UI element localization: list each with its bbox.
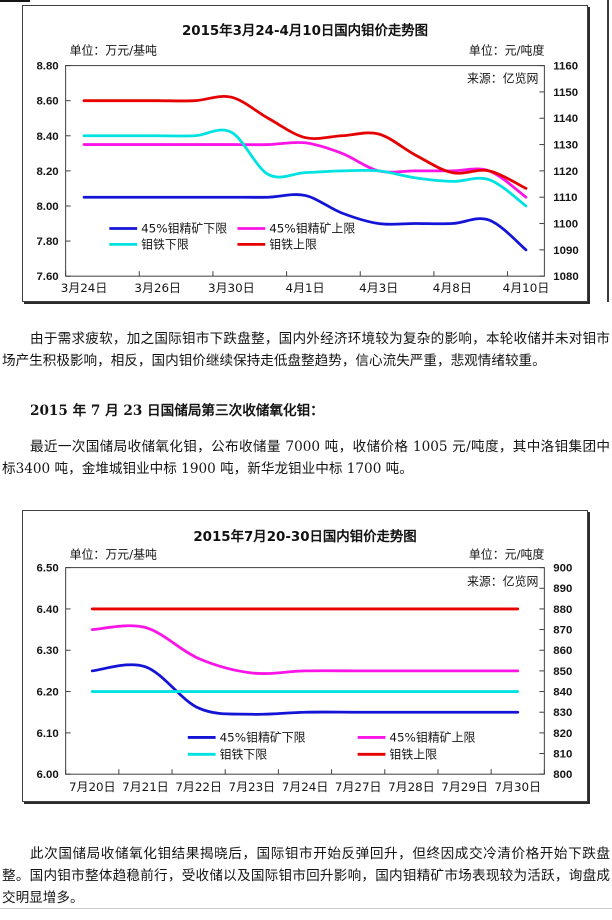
chart-title: 2015年7月20-30日国内钼价走势图: [193, 528, 416, 545]
y-axis-left-tick-label: 8.20: [36, 166, 58, 178]
y-axis-right-tick-label: 870: [553, 625, 572, 637]
unit-label-right: 单位：元/吨度: [469, 44, 545, 58]
y-axis-right-tick-label: 1100: [553, 218, 578, 230]
x-axis-tick-label: 7月23日: [229, 780, 276, 794]
x-axis-tick-label: 7月21日: [122, 780, 169, 794]
paragraph-commentary-market: 此次国储局收储氧化钼结果揭晓后，国际钼市开始反弹回升，但终因成交冷清价格开始下跌…: [2, 846, 610, 906]
x-axis-tick-label: 3月26日: [134, 281, 181, 295]
y-axis-right-tick-label: 890: [553, 583, 572, 595]
y-axis-right-tick-label: 800: [553, 769, 572, 781]
y-axis-right-tick-label: 840: [553, 687, 572, 699]
chart-title: 2015年3月24-4月10日国内钼价走势图: [182, 22, 428, 39]
y-axis-right-tick-label: 1110: [553, 192, 577, 204]
legend-label-2: 钼铁下限: [220, 747, 268, 761]
legend-label-2: 钼铁下限: [141, 237, 189, 251]
series-lines: [90, 607, 520, 716]
y-axis-right-tick-label: 880: [553, 604, 572, 616]
y-axis-left-tick-label: 6.10: [36, 728, 58, 740]
page-edge-artifact-top: [0, 0, 30, 2]
axes: 8.80 8.60 8.40 8.20 8.00 7.80 7.60 1160 1150 1140…: [36, 61, 578, 295]
axes: 6.50 6.40 6.30 6.20 6.10 6.00 900 890 880 870 860 8…: [36, 563, 572, 794]
series-line-3: [82, 95, 528, 190]
chart-july-price-trend: 2015年7月20-30日国内钼价走势图单位：万元/基吨 单位：元/吨度 来源：亿览…: [22, 510, 588, 802]
paragraph-commentary-stockpile: 由于需求疲软，加之国际钼市下跌盘整，国内外经济环境较为复杂的影响，本轮收储并未对…: [2, 331, 610, 369]
legend-label-0: 45%钼精矿下限: [220, 730, 306, 744]
y-axis-right-tick-label: 1080: [553, 271, 578, 283]
x-axis-tick-label: 3月30日: [208, 281, 255, 295]
y-axis-right-tick-label: 1130: [553, 140, 578, 152]
chart-march-april-price-trend: 2015年3月24-4月10日国内钼价走势图单位：万元/基吨 单位：元/吨度 来源：…: [22, 5, 588, 302]
x-axis-tick-label: 7月29日: [441, 780, 488, 794]
y-axis-right-tick-label: 810: [553, 749, 572, 761]
y-axis-left-tick-label: 7.60: [36, 271, 58, 283]
x-axis-tick-label: 7月27日: [335, 780, 382, 794]
y-axis-left-tick-label: 8.00: [36, 201, 58, 213]
y-axis-right-tick-label: 820: [553, 728, 572, 740]
x-axis-tick-label: 7月24日: [282, 780, 329, 794]
y-axis-left-tick-label: 8.40: [36, 131, 58, 143]
x-axis-tick-label: 7月22日: [175, 780, 222, 794]
heading-third-stockpile: 2015 年 7 月 23 日国储局第三次收储氧化钼：: [30, 403, 324, 419]
legend-label-1: 45%钼精矿上限: [269, 221, 355, 235]
legend-label-3: 钼铁上限: [389, 747, 437, 761]
unit-label-left: 单位：万元/基吨: [70, 548, 157, 562]
unit-label-right: 单位：元/吨度: [469, 548, 545, 562]
source-label: 来源：亿览网: [467, 574, 538, 588]
y-axis-left-tick-label: 7.80: [36, 236, 58, 248]
y-axis-right-tick-label: 1160: [553, 61, 578, 73]
legend-label-3: 钼铁上限: [269, 237, 317, 251]
y-axis-right-tick-label: 1150: [553, 87, 578, 99]
y-axis-left-tick-label: 8.80: [36, 61, 58, 73]
series-line-2: [82, 128, 528, 208]
y-axis-right-tick-label: 900: [553, 563, 572, 575]
x-axis-tick-label: 4月1日: [286, 281, 325, 295]
legend-label-0: 45%钼精矿下限: [141, 221, 227, 235]
series-line-0: [82, 193, 528, 252]
y-axis-right-tick-label: 1140: [553, 113, 578, 125]
y-axis-left-tick-label: 6.20: [36, 687, 58, 699]
y-axis-left-tick-label: 6.50: [36, 563, 58, 575]
paragraph-stockpile-details: 最近一次国储局收储氧化钼，公布收储量 7000 吨，收储价格 1005 元/吨度…: [2, 439, 610, 477]
y-axis-left-tick-label: 8.60: [36, 96, 58, 108]
page-edge-artifact-bottom: [0, 908, 612, 909]
x-axis-tick-label: 4月8日: [433, 281, 472, 295]
y-axis-left-tick-label: 6.00: [36, 769, 58, 781]
legend-label-1: 45%钼精矿上限: [389, 730, 475, 744]
y-axis-right-tick-label: 850: [553, 666, 572, 678]
series-line-1: [90, 624, 520, 675]
source-label: 来源：亿览网: [467, 71, 538, 85]
x-axis-tick-label: 4月10日: [503, 281, 550, 295]
y-axis-right-tick-label: 830: [553, 707, 572, 719]
y-axis-left-tick-label: 6.30: [36, 645, 58, 657]
x-axis-tick-label: 7月20日: [69, 780, 116, 794]
x-axis-tick-label: 7月28日: [388, 780, 435, 794]
x-axis-tick-label: 4月3日: [359, 281, 398, 295]
y-axis-left-tick-label: 6.40: [36, 604, 58, 616]
unit-label-left: 单位：万元/基吨: [70, 44, 157, 58]
page-edge-artifact-right: [607, 0, 609, 302]
x-axis-tick-label: 7月30日: [494, 780, 541, 794]
series-line-0: [90, 663, 520, 716]
y-axis-right-tick-label: 1120: [553, 166, 578, 178]
y-axis-right-tick-label: 1090: [553, 245, 578, 257]
series-lines: [82, 95, 528, 252]
y-axis-right-tick-label: 860: [553, 645, 572, 657]
series-line-1: [82, 141, 528, 199]
x-axis-tick-label: 3月24日: [61, 281, 108, 295]
